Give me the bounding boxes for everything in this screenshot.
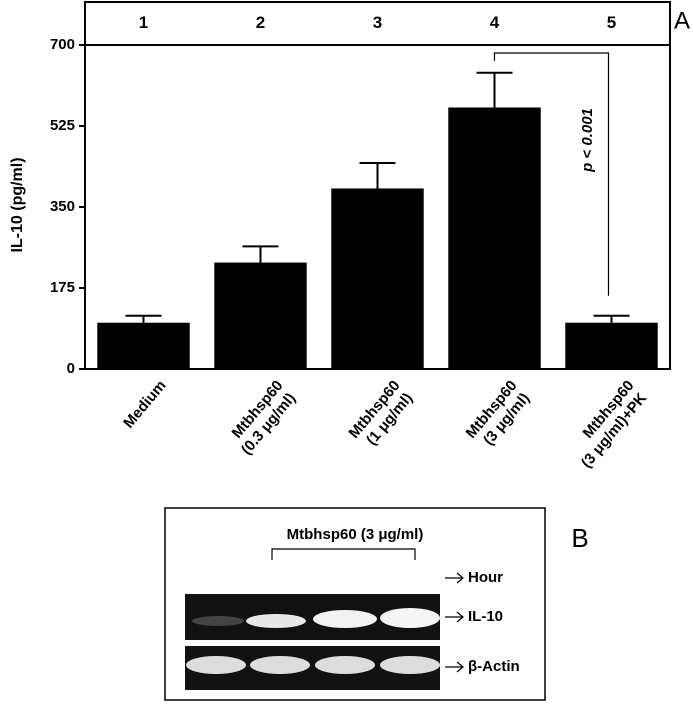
lane-label: 3 [373, 13, 382, 32]
significance-bracket [493, 52, 610, 296]
lane-label: 1 [139, 13, 148, 32]
bar [97, 322, 190, 369]
lane-label: 4 [490, 13, 500, 32]
error-bar [125, 314, 162, 323]
bar [565, 322, 658, 369]
bar [214, 262, 307, 369]
y-tick-label: 525 [50, 117, 75, 134]
x-tick-label: Medium [120, 377, 169, 431]
error-bar [359, 162, 396, 189]
panel-label: A [674, 7, 690, 34]
y-axis-label: IL-10 (pg/ml) [9, 157, 26, 252]
y-tick-label: 700 [50, 36, 75, 53]
arrows [445, 572, 464, 673]
y-tick-label: 175 [50, 279, 75, 296]
error-bar [242, 245, 279, 263]
lane-label: 2 [256, 13, 265, 32]
row-label: β-Actin [468, 658, 520, 675]
treatment-label: Mtbhsp60 (3 μg/ml) [287, 526, 424, 543]
annotation: p < 0.001 [579, 108, 596, 173]
y-tick-label: 350 [50, 198, 75, 215]
error-bar [476, 71, 513, 108]
time-label: Hour [468, 569, 503, 586]
gel-bands [186, 608, 440, 674]
y-tick-label: 0 [67, 360, 75, 377]
panel-label: B [571, 523, 588, 553]
error-bar [593, 314, 630, 323]
lane-label: 5 [607, 13, 616, 32]
treatment-bracket [271, 548, 416, 560]
gel-frame [164, 507, 546, 701]
row-label: IL-10 [468, 608, 503, 625]
bar [448, 107, 541, 369]
bar [331, 188, 424, 369]
